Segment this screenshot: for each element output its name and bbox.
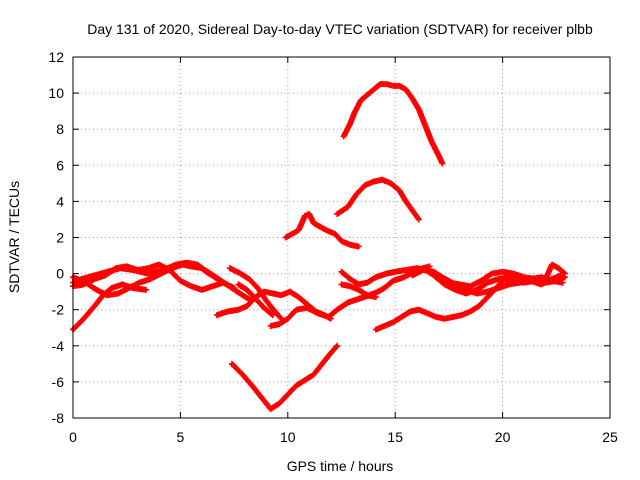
x-axis-title: GPS time / hours <box>287 458 394 474</box>
x-tick-label: 5 <box>177 429 185 445</box>
series-arc-6 <box>226 265 285 322</box>
data-marker <box>268 311 275 318</box>
y-tick-label: -6 <box>52 374 65 390</box>
data-point <box>220 279 227 286</box>
series-arc-19 <box>499 261 568 286</box>
series-arc-5 <box>213 288 334 322</box>
data-layer <box>70 81 568 412</box>
series-arc-8 <box>228 342 341 412</box>
x-tick-label: 20 <box>495 429 511 445</box>
series-arc-7 <box>235 281 276 319</box>
data-point <box>415 216 422 223</box>
data-point <box>334 342 341 349</box>
data-point <box>372 294 379 301</box>
series-arc-13 <box>334 176 422 223</box>
data-marker <box>560 269 567 276</box>
y-tick-label: -2 <box>52 302 65 318</box>
y-tick-label: -4 <box>52 338 65 354</box>
data-point <box>561 270 568 277</box>
y-tick-label: 10 <box>48 85 64 101</box>
data-point <box>143 286 150 293</box>
x-tick-label: 0 <box>69 429 77 445</box>
data-point <box>439 160 446 167</box>
series-arc-10 <box>282 211 362 250</box>
series-arc-1 <box>70 281 150 333</box>
chart-title: Day 131 of 2020, Sidereal Day-to-day VTE… <box>87 21 593 37</box>
y-tick-label: 4 <box>56 193 64 209</box>
y-axis-title: SDTVAR / TECUs <box>6 181 22 293</box>
y-tick-label: 0 <box>56 266 64 282</box>
y-tick-label: 2 <box>56 230 64 246</box>
data-point <box>355 243 362 250</box>
series-arc-12 <box>338 281 379 301</box>
x-tick-label: 25 <box>602 429 618 445</box>
y-tick-label: 6 <box>56 157 64 173</box>
y-tick-label: -8 <box>52 410 65 426</box>
data-point <box>269 312 276 319</box>
series-arc-14 <box>340 81 446 167</box>
y-tick-label: 12 <box>48 49 64 65</box>
ticks: 0 5 10 15 20 25 -8 -6 -4 -2 0 2 4 6 8 10 12 <box>48 49 618 445</box>
y-tick-label: 8 <box>56 121 64 137</box>
x-tick-label: 10 <box>280 429 296 445</box>
x-tick-label: 15 <box>387 429 403 445</box>
grid <box>73 57 610 418</box>
series-arc-4 <box>70 261 227 293</box>
